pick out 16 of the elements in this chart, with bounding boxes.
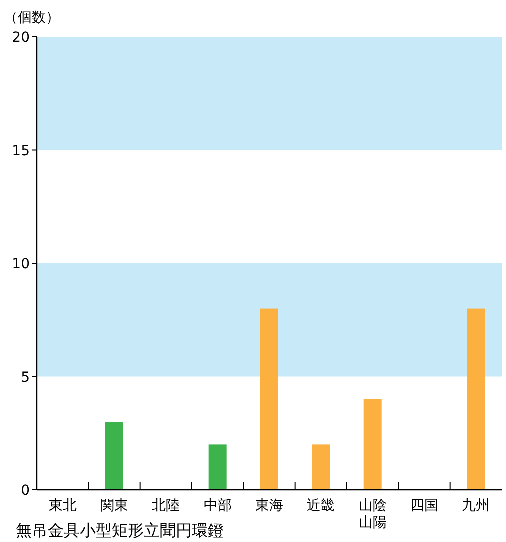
- x-tick-label: 北陸: [152, 498, 180, 514]
- y-tick-label: 5: [21, 370, 30, 386]
- y-axis-title: （個数）: [4, 10, 60, 26]
- x-tick-label: 東海: [256, 498, 284, 514]
- x-tick-label: 山陰山陽: [358, 498, 387, 531]
- x-tick-label: 九州: [462, 498, 490, 514]
- y-tick-label: 20: [12, 30, 30, 46]
- text: 無吊金具小型矩形立聞円環鐙: [16, 521, 224, 540]
- y-tick-label: 0: [21, 483, 30, 499]
- x-tick-label: 四国: [410, 498, 438, 514]
- x-tick-label: 関東: [100, 498, 128, 514]
- y-tick-label: 10: [12, 256, 30, 272]
- y-tick-label: 15: [12, 143, 30, 160]
- x-tick-label: 中部: [204, 498, 232, 514]
- x-tick-label: 近畿: [307, 498, 336, 514]
- x-tick-label: 東北: [48, 498, 77, 514]
